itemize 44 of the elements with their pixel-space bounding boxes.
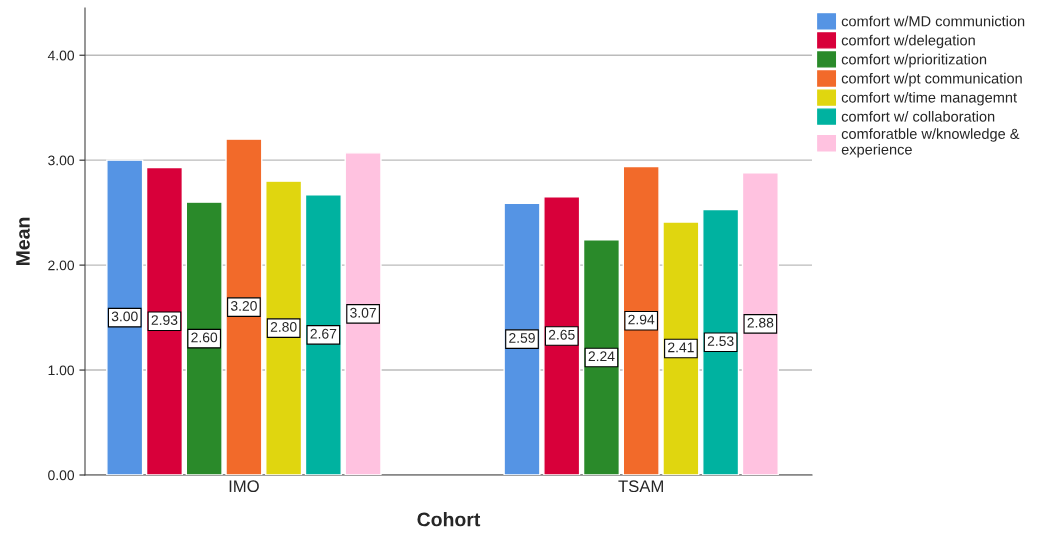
data-label: 2.93 [151, 315, 178, 325]
legend-label: comfort w/time managemnt [841, 91, 1017, 106]
data-label: 2.24 [588, 351, 615, 362]
bar [185, 201, 223, 475]
y-tick-label: 0.00 [48, 470, 75, 481]
bar [304, 194, 342, 475]
data-label: 2.80 [270, 321, 297, 332]
legend-label: comfort w/MD communiction [841, 15, 1025, 27]
data-label: 2.67 [310, 328, 337, 339]
data-label: 3.07 [350, 307, 376, 318]
y-tick-label: 1.00 [48, 365, 75, 376]
bar [662, 221, 700, 475]
x-axis-title: Cohort [417, 512, 481, 527]
legend-label: comforatble w/knowledge & experience [841, 128, 1020, 158]
x-tick-label: IMO [229, 480, 259, 493]
y-tick-label: 2.00 [48, 260, 75, 271]
legend-label: comfort w/prioritization [841, 53, 987, 68]
legend-label: comfort w/ collaboration [841, 111, 995, 122]
y-tick-label: 3.00 [48, 155, 75, 166]
bar [543, 196, 581, 475]
bar [503, 202, 541, 475]
y-tick-label: 4.00 [47, 50, 75, 61]
x-tick-label: TSAM [618, 480, 663, 493]
bar [344, 152, 382, 475]
data-label: 2.65 [548, 329, 575, 340]
data-label: 3.00 [111, 311, 138, 322]
legend-label: comfort w/delegation [841, 34, 975, 49]
data-label: 3.20 [230, 300, 257, 311]
data-label: 2.59 [509, 332, 535, 343]
data-label: 2.41 [668, 342, 694, 353]
data-label: 2.88 [747, 317, 774, 328]
legend-label: comfort w/pt communication [841, 72, 1022, 87]
bar [265, 180, 303, 475]
bar [145, 166, 184, 475]
bar [106, 159, 144, 475]
data-label: 2.60 [191, 332, 218, 343]
bar [702, 208, 740, 475]
bar [582, 239, 621, 475]
bar [622, 165, 660, 475]
bar [741, 172, 779, 475]
bar [225, 138, 263, 475]
y-axis-title: Mean [16, 217, 30, 266]
data-label: 2.94 [628, 314, 655, 325]
data-label: 2.53 [707, 336, 734, 346]
